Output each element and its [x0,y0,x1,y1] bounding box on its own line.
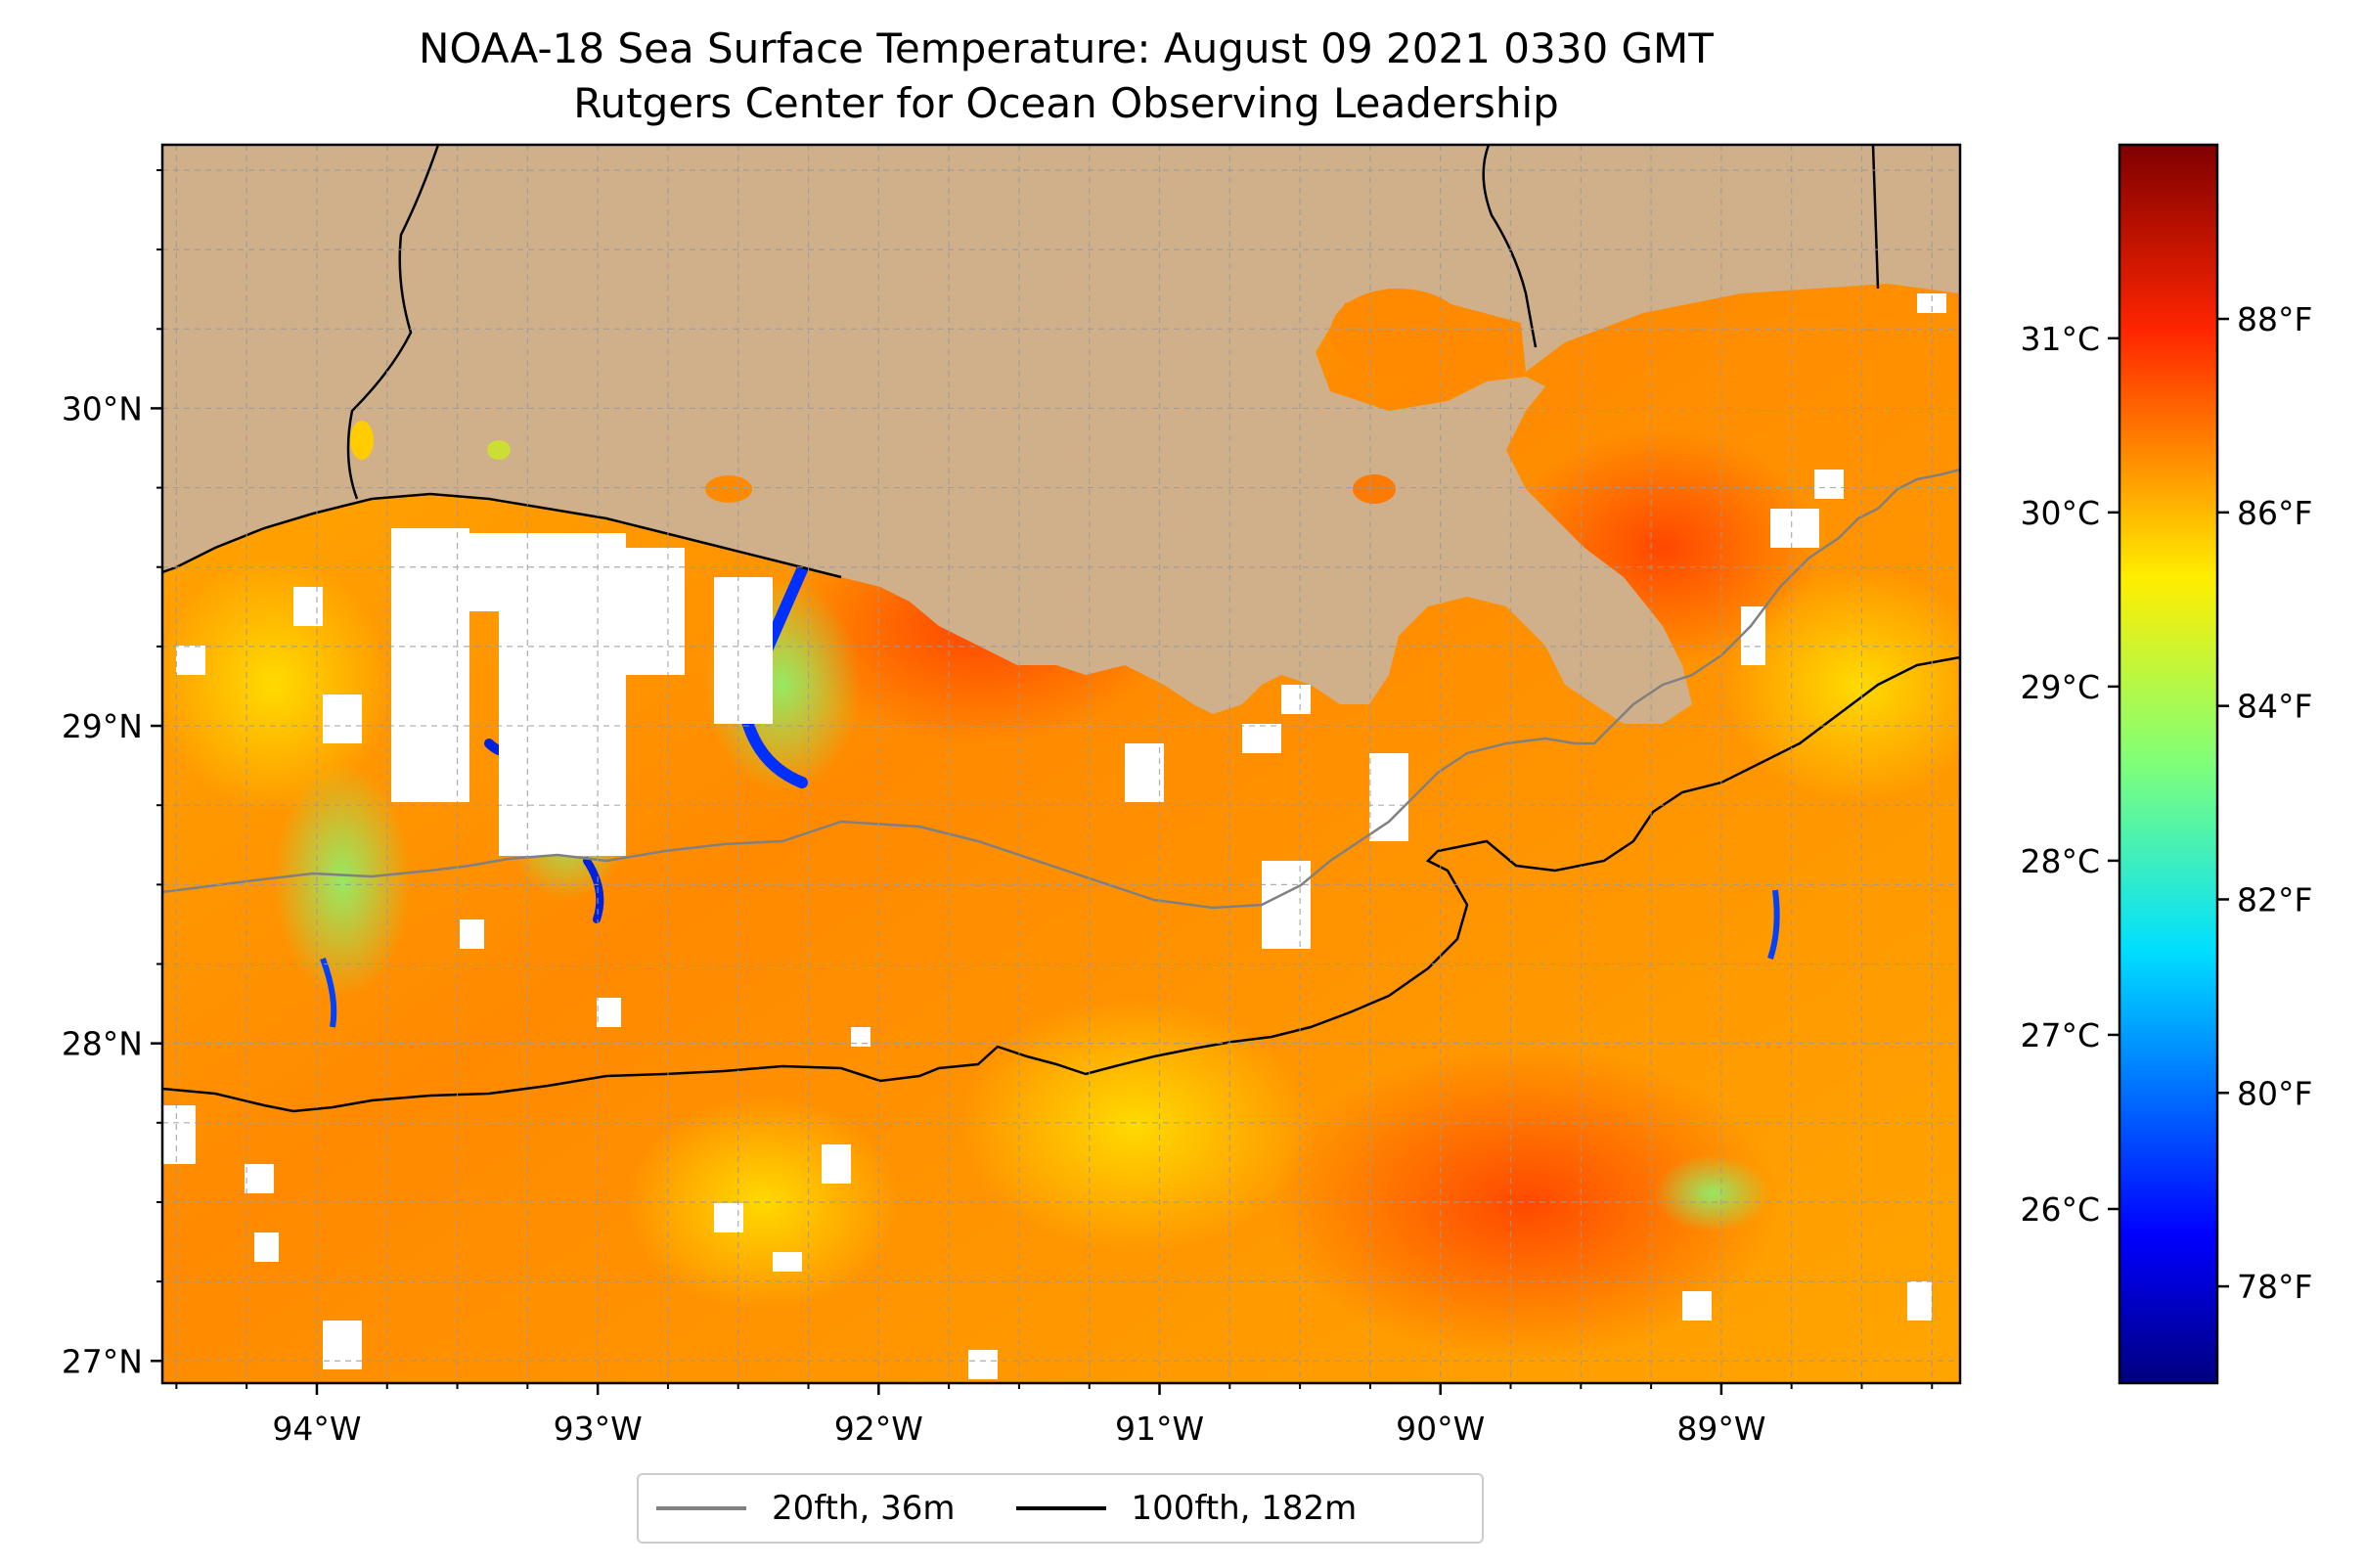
yellow-west [162,558,391,812]
cool-patch-west [274,763,411,998]
x-tick-label: 93°W [554,1410,643,1448]
graticule [162,145,1960,1383]
x-tick-label: 90°W [1396,1410,1485,1448]
lake-patch [350,421,374,460]
fahrenheit-tick-label: 78°F [2237,1268,2312,1306]
y-tick-label: 28°N [62,1025,143,1063]
cold-filament [1767,889,1780,960]
cloud-mask [162,293,1946,1379]
lake-patch [1353,474,1396,504]
x-tick-label: 89°W [1676,1410,1765,1448]
fahrenheit-tick-label: 84°F [2237,688,2312,726]
map-frame [160,143,1962,1385]
colorbar-fahrenheit-axis: 88°F 86°F 84°F 82°F 80°F 78°F [2217,300,2312,1306]
y-tick-label: 27°N [62,1342,143,1380]
fahrenheit-tick-label: 86°F [2237,494,2312,532]
x-tick-label: 91°W [1115,1410,1204,1448]
state-boundary-ms-al [1871,145,1880,290]
yellow-band [959,998,1311,1252]
legend-label: 100fth, 182m [1131,1489,1358,1528]
lake-pontchartrain [1330,289,1467,377]
lake-patch [705,475,752,503]
yellow-patch [626,1096,900,1311]
state-boundary-la-ms [1482,145,1538,348]
isobath-100fth [162,655,1960,1113]
celsius-tick-label: 26°C [2020,1190,2100,1229]
lake-patch [487,440,511,460]
fahrenheit-tick-label: 82°F [2237,880,2312,918]
colorbar [2118,143,2219,1385]
celsius-tick-label: 30°C [2020,494,2100,532]
isobath-20fth [162,468,1960,910]
chart-subtitle: Rutgers Center for Ocean Observing Leade… [573,79,1559,127]
yellow-east [1721,567,1960,802]
celsius-tick-label: 29°C [2020,668,2100,706]
legend-swatch-black [1015,1506,1106,1510]
legend-item-20fth: 20fth, 36m [656,1489,956,1528]
state-boundary-tx-la [346,145,440,500]
legend: 20fth, 36m 100fth, 182m [637,1473,1484,1544]
celsius-tick-label: 27°C [2020,1016,2100,1054]
x-tick-label: 94°W [272,1410,361,1448]
fahrenheit-tick-label: 88°F [2237,300,2312,338]
cold-filament [320,957,337,1028]
x-axis: 94°W 93°W 92°W 91°W 90°W 89°W [175,1383,1934,1448]
chart-title: NOAA-18 Sea Surface Temperature: August … [419,24,1714,72]
legend-item-100fth: 100fth, 182m [1015,1489,1358,1528]
coastline [162,492,842,579]
x-tick-label: 92°W [834,1410,923,1448]
y-tick-label: 30°N [62,389,143,427]
fahrenheit-tick-label: 80°F [2237,1074,2312,1112]
y-axis: 30°N 29°N 28°N 27°N [62,168,162,1380]
colorbar-celsius-axis: 31°C 30°C 29°C 28°C 27°C 26°C [2020,320,2120,1229]
cool-patch-east [1653,1154,1770,1232]
legend-swatch-grey [656,1506,746,1510]
y-tick-label: 29°N [62,707,143,745]
legend-label: 20fth, 36m [772,1489,956,1528]
celsius-tick-label: 28°C [2020,842,2100,880]
celsius-tick-label: 31°C [2020,320,2100,358]
